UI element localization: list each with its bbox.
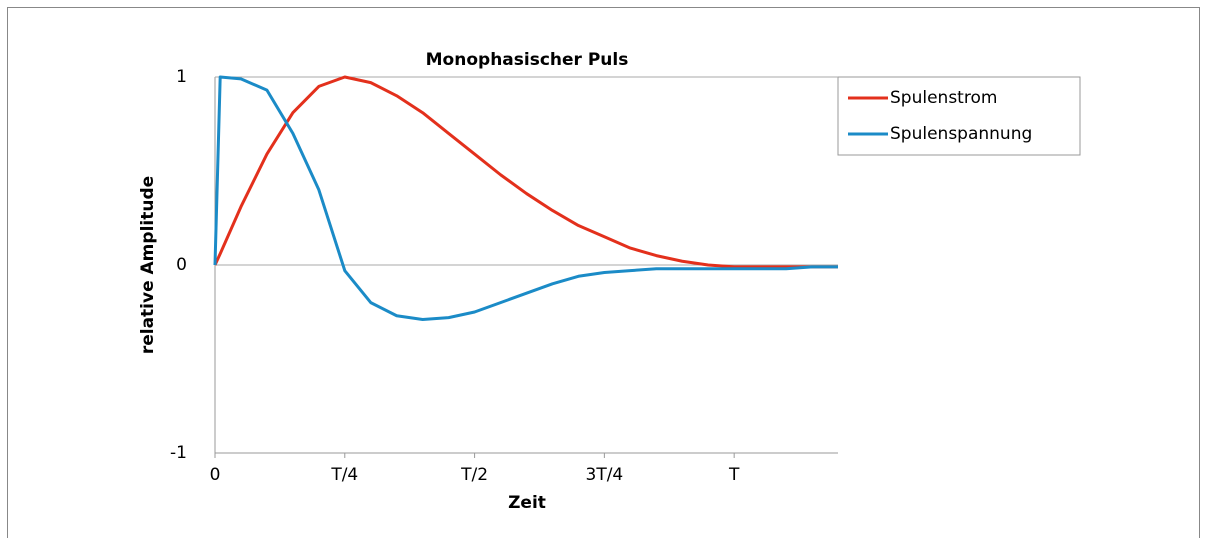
series-line	[213, 75, 838, 322]
legend-box	[837, 76, 1081, 156]
y-tick-label: -1	[170, 443, 187, 463]
x-axis-label: Zeit	[508, 493, 546, 513]
chart-title: Monophasischer Puls	[426, 50, 629, 70]
legend-label: Spulenspannung	[890, 124, 1032, 144]
y-axis-label: relative Amplitude	[138, 176, 158, 354]
series-line	[213, 75, 838, 269]
x-tick-label: T	[728, 465, 740, 485]
y-tick-label: 0	[176, 255, 187, 275]
legend-label: Spulenstrom	[890, 88, 997, 108]
y-tick-label: 1	[176, 67, 187, 87]
x-tick-label: 0	[210, 465, 221, 485]
x-tick-label: T/4	[330, 465, 358, 485]
x-tick-label: T/2	[460, 465, 488, 485]
x-tick-label: 3T/4	[586, 465, 624, 485]
